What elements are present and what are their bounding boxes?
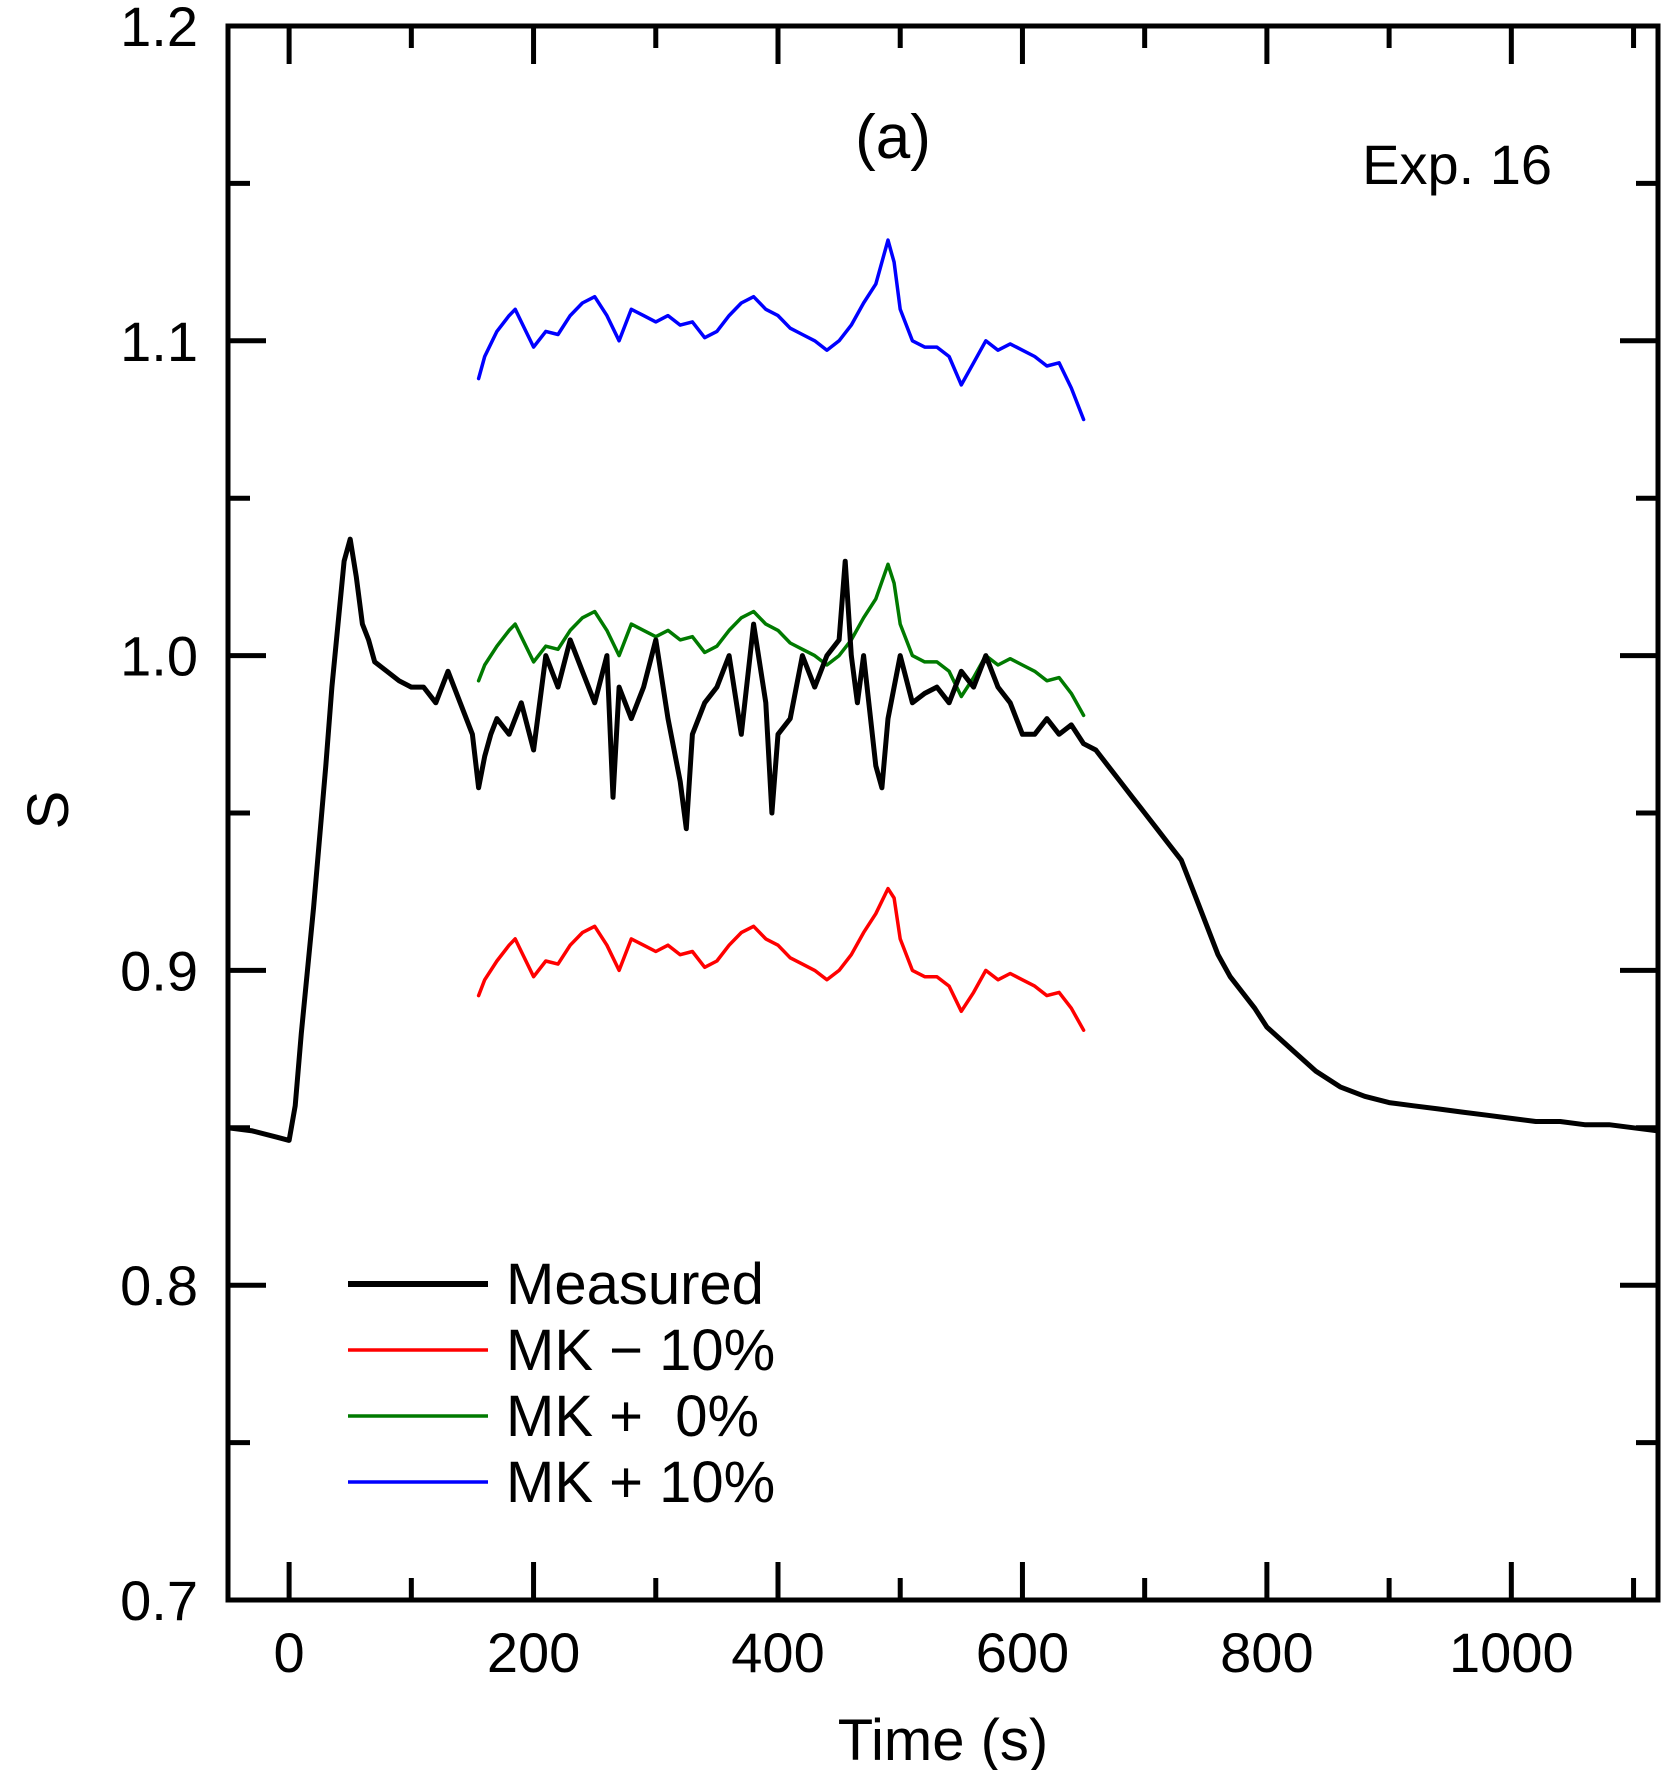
- series-line-3: [476, 238, 1086, 422]
- legend-label-0: Measured: [506, 1252, 764, 1317]
- x-tick-label: 200: [487, 1621, 580, 1684]
- y-tick-label: 1.0: [120, 625, 198, 688]
- x-axis-label: Time (s): [838, 1708, 1048, 1770]
- x-tick-label: 400: [731, 1621, 824, 1684]
- legend-label-2: MK + 0%: [506, 1384, 759, 1449]
- x-tick-label: 800: [1220, 1621, 1313, 1684]
- y-axis-label: S: [16, 791, 81, 830]
- legend-label-3: MK + 10%: [506, 1450, 775, 1515]
- panel-label: (a): [855, 103, 931, 172]
- series-line-0: [225, 536, 1661, 1143]
- y-tick-label: 1.2: [120, 0, 198, 58]
- legend-label-1: MK − 10%: [506, 1318, 775, 1383]
- y-tick-label: 0.9: [120, 939, 198, 1002]
- series-layer: [225, 238, 1661, 1143]
- y-tick-label: 1.1: [120, 310, 198, 373]
- x-tick-label: 1000: [1449, 1621, 1574, 1684]
- y-tick-label: 0.8: [120, 1254, 198, 1317]
- annotation-label: Exp. 16: [1362, 133, 1552, 196]
- x-tick-label: 600: [976, 1621, 1069, 1684]
- series-line-1: [476, 886, 1086, 1032]
- plot-frame: [225, 23, 1661, 1603]
- axes: 0 200 400 600 800 1000 0.7 0.8 0.9 1.0 1.1 1.2: [120, 0, 1661, 1684]
- x-tick-label: 0: [274, 1621, 305, 1684]
- y-tick-label: 0.7: [120, 1569, 198, 1632]
